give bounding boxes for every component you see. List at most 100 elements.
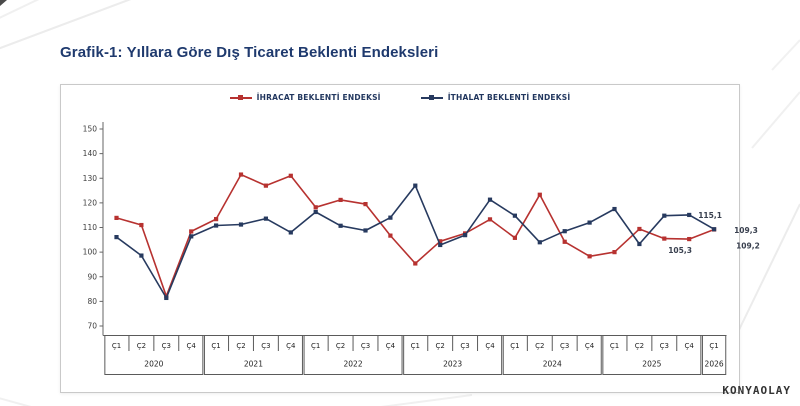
data-point-marker [413, 183, 418, 188]
data-point-marker [612, 206, 617, 212]
data-point-marker [637, 241, 642, 247]
quarter-label: Ç4 [485, 342, 495, 350]
data-point-marker [612, 250, 617, 255]
quarter-label: Ç2 [236, 342, 245, 350]
chart-plot: 150 140 130 120 110 100 90 80 70 Ç1 Ç2 Ç3 Ç4 2020 Ç1 Ç2… [61, 85, 760, 392]
data-point-marker [487, 197, 493, 202]
series-ihracat [114, 172, 717, 299]
data-point-marker [338, 223, 343, 228]
legend-item-ithalat: İTHALAT BEKLENTİ ENDEKSİ [420, 93, 571, 102]
data-point-marker [562, 239, 567, 244]
quarter-label: Ç4 [386, 342, 396, 350]
year-label: 2022 [344, 360, 363, 369]
data-point-marker [238, 222, 244, 227]
y-tick-label: 90 [87, 272, 97, 281]
data-point-marker [487, 217, 493, 222]
quarter-label: Ç2 [436, 342, 445, 350]
data-point-marker [313, 205, 318, 210]
data-point-marker [637, 226, 642, 232]
y-tick-label: 110 [83, 223, 98, 232]
quarter-label: Ç1 [411, 342, 420, 350]
y-axis: 150 140 130 120 110 100 90 80 70 [83, 122, 727, 336]
data-point-marker [214, 217, 219, 222]
data-point-marker [363, 228, 368, 233]
data-point-marker [313, 209, 318, 215]
quarter-label: Ç1 [610, 342, 619, 350]
quarter-label: Ç4 [685, 342, 695, 350]
data-point-marker [587, 254, 592, 259]
year-label: 2026 [705, 360, 724, 369]
year-label: 2024 [543, 360, 562, 369]
quarter-label: Ç4 [585, 342, 595, 350]
data-value-label: 105,3 [668, 246, 692, 255]
data-point-marker [662, 236, 667, 241]
data-point-marker [712, 227, 717, 232]
quarter-label: Ç3 [560, 342, 569, 350]
quarter-label: Ç4 [187, 342, 197, 350]
data-point-marker [288, 230, 293, 235]
series-line [116, 173, 715, 297]
data-point-marker [512, 213, 517, 218]
quarter-label: Ç3 [261, 342, 270, 350]
data-point-marker [463, 233, 468, 238]
data-point-marker [438, 242, 443, 248]
year-label: 2021 [244, 360, 263, 369]
data-point-marker [189, 229, 194, 234]
y-tick-label: 140 [83, 149, 98, 158]
quarter-label: Ç3 [162, 342, 171, 350]
data-point-marker [263, 183, 268, 188]
corner-mark [0, 0, 7, 6]
page-title: Grafik-1: Yıllara Göre Dış Ticaret Bekle… [60, 44, 439, 61]
y-tick-label: 150 [83, 125, 98, 134]
y-tick-label: 70 [87, 322, 97, 331]
quarter-label: Ç1 [112, 342, 121, 350]
year-label: 2023 [443, 360, 462, 369]
quarter-label: Ç3 [361, 342, 370, 350]
data-point-marker [288, 173, 293, 178]
data-point-marker [537, 192, 542, 197]
data-value-label: 115,1 [698, 211, 722, 220]
data-point-marker [438, 239, 443, 244]
data-point-marker [363, 202, 368, 207]
data-point-marker [413, 261, 418, 266]
data-point-marker [214, 223, 219, 228]
quarter-label: Ç2 [535, 342, 544, 350]
year-box [701, 335, 727, 375]
data-point-marker [587, 220, 592, 225]
data-point-marker [238, 172, 244, 177]
year-label: 2025 [642, 360, 661, 369]
data-point-marker [114, 215, 119, 220]
data-point-marker [164, 295, 169, 301]
quarter-label: Ç4 [286, 342, 296, 350]
ihracat-line-swatch [229, 94, 252, 100]
data-point-marker [388, 233, 393, 238]
data-point-marker [189, 234, 194, 239]
data-point-marker [139, 222, 144, 228]
chart-legend: İHRACAT BEKLENTİ ENDEKSİ İTHALAT BEKLENT… [61, 93, 739, 102]
quarter-label: Ç1 [709, 342, 718, 350]
data-point-marker [512, 235, 517, 240]
quarter-label: Ç2 [336, 342, 345, 350]
legend-item-ihracat: İHRACAT BEKLENTİ ENDEKSİ [229, 93, 381, 102]
data-point-marker [114, 235, 119, 240]
quarter-label: Ç2 [635, 342, 644, 350]
quarter-label: Ç3 [660, 342, 669, 350]
year-label: 2020 [144, 360, 163, 369]
data-point-marker [687, 236, 692, 242]
chart-svg: 150 140 130 120 110 100 90 80 70 Ç1 Ç2 Ç3 Ç4 2020 Ç1 Ç2… [83, 122, 760, 375]
chart-card: İHRACAT BEKLENTİ ENDEKSİ İTHALAT BEKLENT… [60, 84, 760, 393]
data-value-label: 109,2 [736, 241, 760, 250]
x-axis: Ç1 Ç2 Ç3 Ç4 2020 Ç1 Ç2 Ç3 Ç4 2021 Ç1 Ç2 Ç3 Ç4 2022 Ç1 Ç2… [104, 335, 727, 375]
quarter-label: Ç1 [311, 342, 320, 350]
y-tick-label: 130 [83, 174, 98, 183]
data-value-label: 109,3 [734, 226, 758, 235]
data-point-marker [662, 213, 667, 218]
quarter-label: Ç1 [211, 342, 220, 350]
legend-label-ithalat: İTHALAT BEKLENTİ ENDEKSİ [447, 93, 571, 102]
y-tick-label: 120 [83, 198, 98, 207]
data-point-marker [687, 212, 692, 218]
quarter-label: Ç3 [460, 342, 469, 350]
y-tick-label: 80 [87, 297, 97, 306]
quarter-label: Ç1 [510, 342, 519, 350]
